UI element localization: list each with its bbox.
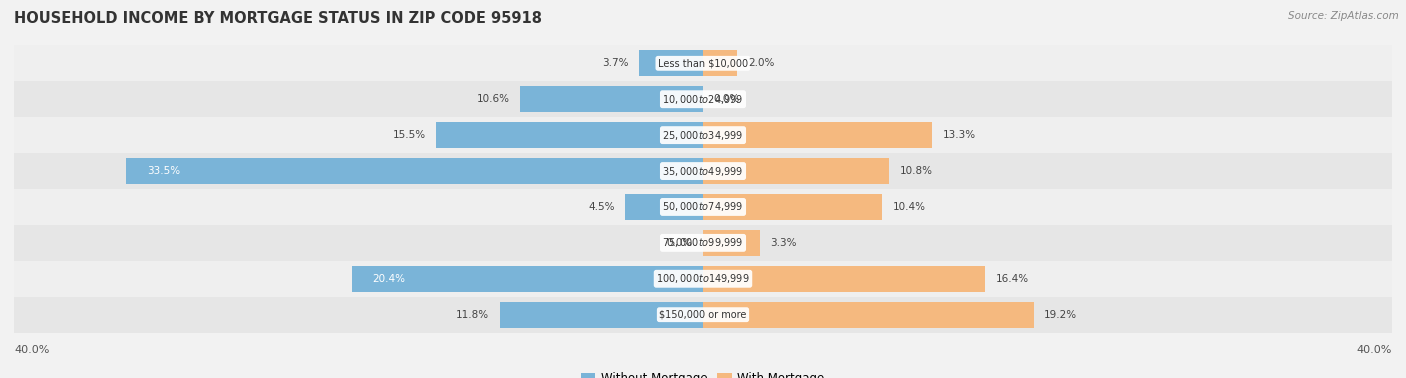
Bar <box>14 297 1392 333</box>
Text: $35,000 to $49,999: $35,000 to $49,999 <box>662 164 744 178</box>
Bar <box>14 153 1392 189</box>
Bar <box>14 45 1392 81</box>
Bar <box>626 194 703 220</box>
Text: 40.0%: 40.0% <box>14 345 49 355</box>
Text: $25,000 to $34,999: $25,000 to $34,999 <box>662 129 744 142</box>
Bar <box>127 158 703 184</box>
Text: $100,000 to $149,999: $100,000 to $149,999 <box>657 272 749 285</box>
Text: 4.5%: 4.5% <box>589 202 616 212</box>
Text: 10.6%: 10.6% <box>477 94 510 104</box>
Text: 2.0%: 2.0% <box>748 58 775 68</box>
Text: $150,000 or more: $150,000 or more <box>659 310 747 320</box>
Bar <box>14 225 1392 261</box>
Text: 10.4%: 10.4% <box>893 202 925 212</box>
Text: $75,000 to $99,999: $75,000 to $99,999 <box>662 236 744 249</box>
Text: 10.8%: 10.8% <box>900 166 932 176</box>
Text: 33.5%: 33.5% <box>146 166 180 176</box>
Text: HOUSEHOLD INCOME BY MORTGAGE STATUS IN ZIP CODE 95918: HOUSEHOLD INCOME BY MORTGAGE STATUS IN Z… <box>14 11 543 26</box>
Text: 0.0%: 0.0% <box>713 94 740 104</box>
Bar <box>352 266 703 292</box>
Bar <box>14 81 1392 117</box>
Text: Source: ZipAtlas.com: Source: ZipAtlas.com <box>1288 11 1399 21</box>
Bar <box>14 261 1392 297</box>
Bar <box>14 189 1392 225</box>
Text: 40.0%: 40.0% <box>1357 345 1392 355</box>
Legend: Without Mortgage, With Mortgage: Without Mortgage, With Mortgage <box>576 367 830 378</box>
Bar <box>640 50 703 76</box>
Bar <box>499 302 703 328</box>
Text: 15.5%: 15.5% <box>392 130 426 140</box>
Text: Less than $10,000: Less than $10,000 <box>658 58 748 68</box>
Bar <box>436 122 703 148</box>
Text: 16.4%: 16.4% <box>995 274 1029 284</box>
Text: $10,000 to $24,999: $10,000 to $24,999 <box>662 93 744 106</box>
Text: 13.3%: 13.3% <box>942 130 976 140</box>
Bar <box>703 266 986 292</box>
Text: 3.3%: 3.3% <box>770 238 797 248</box>
Text: 11.8%: 11.8% <box>457 310 489 320</box>
Bar <box>703 194 882 220</box>
Text: $50,000 to $74,999: $50,000 to $74,999 <box>662 200 744 214</box>
Bar <box>703 122 932 148</box>
Text: 19.2%: 19.2% <box>1045 310 1077 320</box>
Bar <box>520 86 703 112</box>
Text: 3.7%: 3.7% <box>602 58 628 68</box>
Bar <box>703 302 1033 328</box>
Bar <box>14 117 1392 153</box>
Bar <box>703 158 889 184</box>
Text: 20.4%: 20.4% <box>373 274 405 284</box>
Bar <box>703 230 759 256</box>
Text: 0.0%: 0.0% <box>666 238 693 248</box>
Bar <box>703 50 738 76</box>
